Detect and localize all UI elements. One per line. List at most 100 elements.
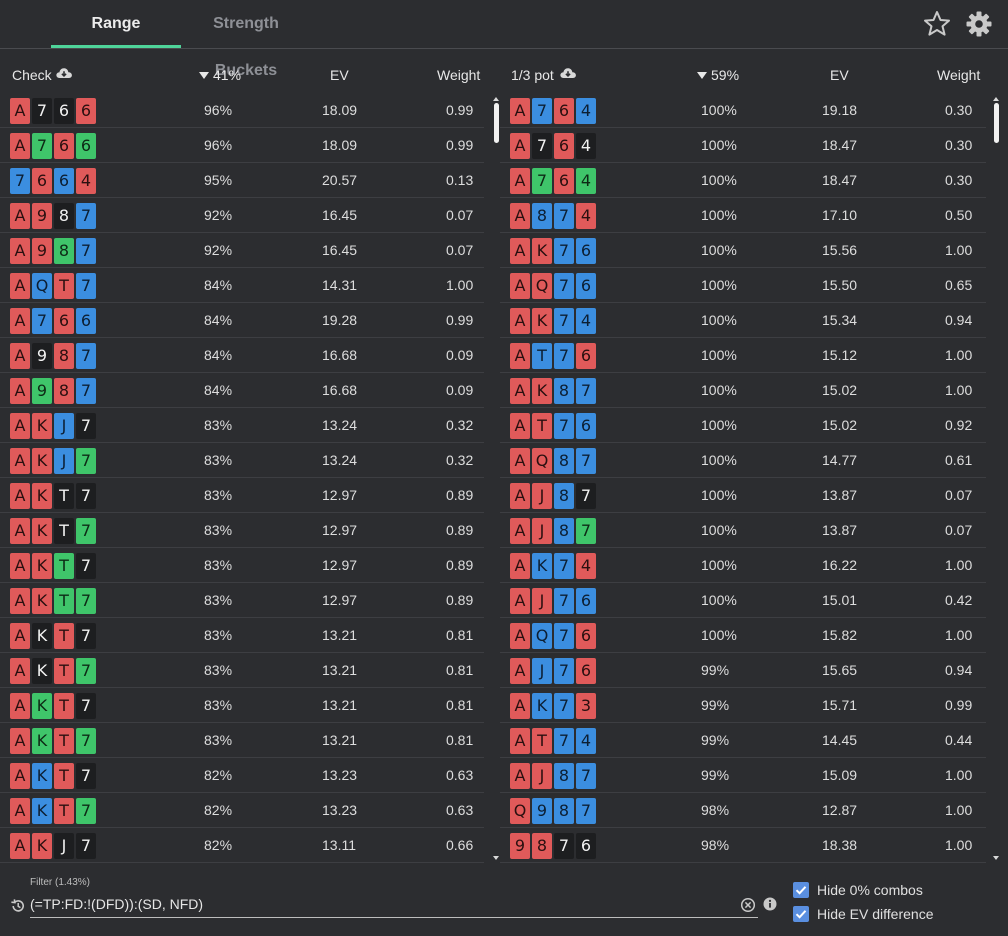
playing-card: 6 [54, 98, 74, 124]
combo-row[interactable]: A K T 7 83% 13.21 0.81 [0, 653, 484, 688]
playing-card: 6 [76, 133, 96, 159]
combo-row[interactable]: A 7 6 4 100% 18.47 0.30 [500, 163, 986, 198]
hide-zero-combos-checkbox[interactable] [793, 882, 809, 898]
filter-input[interactable] [30, 892, 730, 916]
combo-row[interactable]: A K T 7 83% 13.21 0.81 [0, 688, 484, 723]
combo-row[interactable]: A K 7 3 99% 15.71 0.99 [500, 688, 986, 723]
tab-range[interactable]: Range [91, 15, 141, 32]
playing-card: A [10, 518, 30, 544]
gear-icon[interactable] [964, 9, 994, 39]
info-icon[interactable] [763, 897, 777, 911]
hide-ev-difference-checkbox[interactable] [793, 906, 809, 922]
top-bar: Range Strength Buckets [0, 0, 1008, 79]
combo-row[interactable]: A 7 6 4 100% 19.18 0.30 [500, 93, 986, 128]
combo-row[interactable]: Q 9 8 7 98% 12.87 1.00 [500, 793, 986, 828]
combo-ev: 15.50 [822, 277, 858, 293]
combo-row[interactable]: A J 7 6 100% 15.01 0.42 [500, 583, 986, 618]
scrollbar-thumb[interactable] [494, 103, 499, 143]
cloud-download-icon[interactable] [55, 66, 73, 80]
combo-row[interactable]: 9 8 7 6 98% 18.38 1.00 [500, 828, 986, 863]
combo-row[interactable]: A K T 7 83% 12.97 0.89 [0, 478, 484, 513]
combo-row[interactable]: A K J 7 83% 13.24 0.32 [0, 408, 484, 443]
combo-row[interactable]: A J 8 7 100% 13.87 0.07 [500, 478, 986, 513]
combo-frequency: 95% [204, 172, 233, 188]
playing-card: 9 [532, 798, 552, 824]
combo-row[interactable]: A K 7 4 100% 16.22 1.00 [500, 548, 986, 583]
combo-row[interactable]: A Q T 7 84% 14.31 1.00 [0, 268, 484, 303]
playing-card: 7 [76, 728, 96, 754]
combo-ev: 15.01 [822, 592, 858, 608]
playing-card: 7 [576, 798, 596, 824]
scroll-down-arrow[interactable] [493, 856, 499, 860]
combo-ev: 13.87 [822, 522, 858, 538]
combo-row[interactable]: A 9 8 7 84% 16.68 0.09 [0, 338, 484, 373]
combo-row[interactable]: A K T 7 83% 13.21 0.81 [0, 618, 484, 653]
combo-row[interactable]: A Q 8 7 100% 14.77 0.61 [500, 443, 986, 478]
sort-frequency-header[interactable]: 41% [199, 67, 241, 83]
combo-row[interactable]: A 9 8 7 84% 16.68 0.09 [0, 373, 484, 408]
combo-row[interactable]: A 7 6 6 84% 19.28 0.99 [0, 303, 484, 338]
hide-ev-difference-label[interactable]: Hide EV difference [817, 906, 934, 922]
playing-card: A [510, 308, 530, 334]
combo-row[interactable]: A T 7 6 100% 15.12 1.00 [500, 338, 986, 373]
combo-row[interactable]: A K 7 4 100% 15.34 0.94 [500, 303, 986, 338]
combo-weight: 0.09 [446, 347, 474, 363]
combo-row[interactable]: A K T 7 83% 13.21 0.81 [0, 723, 484, 758]
hide-zero-combos-label[interactable]: Hide 0% combos [817, 882, 923, 898]
combo-row[interactable]: A K T 7 83% 12.97 0.89 [0, 583, 484, 618]
combo-row[interactable]: A T 7 4 99% 14.45 0.44 [500, 723, 986, 758]
history-icon[interactable] [10, 898, 26, 914]
sort-down-icon [199, 72, 209, 79]
playing-card: J [54, 448, 74, 474]
playing-card: 6 [576, 658, 596, 684]
combo-row[interactable]: A T 7 6 100% 15.02 0.92 [500, 408, 986, 443]
weight-header[interactable]: Weight [937, 67, 981, 83]
playing-card: 6 [54, 133, 74, 159]
scroll-up-arrow[interactable] [993, 97, 999, 101]
sort-frequency-header[interactable]: 59% [697, 67, 739, 83]
cloud-download-icon[interactable] [559, 66, 577, 80]
combo-ev: 13.21 [322, 732, 358, 748]
combo-row[interactable]: A 9 8 7 92% 16.45 0.07 [0, 198, 484, 233]
combo-row[interactable]: A K T 7 83% 12.97 0.89 [0, 548, 484, 583]
playing-card: T [532, 343, 552, 369]
combo-row[interactable]: A K T 7 83% 12.97 0.89 [0, 513, 484, 548]
star-icon[interactable] [922, 9, 952, 39]
ev-header[interactable]: EV [830, 67, 849, 83]
tab-strength-buckets[interactable]: Strength Buckets [213, 15, 279, 79]
combo-row[interactable]: A K 7 6 100% 15.56 1.00 [500, 233, 986, 268]
combo-row[interactable]: A K J 7 83% 13.24 0.32 [0, 443, 484, 478]
scroll-up-arrow[interactable] [493, 97, 499, 101]
combo-row[interactable]: A K J 7 82% 13.11 0.66 [0, 828, 484, 863]
combo-row[interactable]: A K T 7 82% 13.23 0.63 [0, 758, 484, 793]
combo-row[interactable]: A Q 7 6 100% 15.50 0.65 [500, 268, 986, 303]
playing-card: 7 [76, 273, 96, 299]
combo-row[interactable]: A J 7 6 99% 15.65 0.94 [500, 653, 986, 688]
weight-header[interactable]: Weight [437, 67, 481, 83]
scrollbar-thumb[interactable] [994, 103, 999, 143]
combo-weight: 0.32 [446, 452, 474, 468]
combo-weight: 0.07 [945, 522, 973, 538]
playing-card: K [32, 448, 52, 474]
combo-row[interactable]: A J 8 7 99% 15.09 1.00 [500, 758, 986, 793]
combo-frequency: 98% [701, 837, 730, 853]
combo-row[interactable]: A J 8 7 100% 13.87 0.07 [500, 513, 986, 548]
combo-ev: 12.97 [322, 487, 358, 503]
combo-row[interactable]: A 9 8 7 92% 16.45 0.07 [0, 233, 484, 268]
combo-row[interactable]: 7 6 6 4 95% 20.57 0.13 [0, 163, 484, 198]
combo-row[interactable]: A K T 7 82% 13.23 0.63 [0, 793, 484, 828]
combo-row[interactable]: A Q 7 6 100% 15.82 1.00 [500, 618, 986, 653]
clear-icon[interactable] [740, 897, 756, 913]
combo-row[interactable]: A 8 7 4 100% 17.10 0.50 [500, 198, 986, 233]
ev-header[interactable]: EV [330, 67, 349, 83]
combo-frequency: 100% [701, 557, 737, 573]
combo-weight: 0.50 [945, 207, 973, 223]
combo-row[interactable]: A 7 6 6 96% 18.09 0.99 [0, 93, 484, 128]
playing-card: A [510, 378, 530, 404]
combo-row[interactable]: A K 8 7 100% 15.02 1.00 [500, 373, 986, 408]
combo-row[interactable]: A 7 6 6 96% 18.09 0.99 [0, 128, 484, 163]
scroll-down-arrow[interactable] [993, 856, 999, 860]
combo-row[interactable]: A 7 6 4 100% 18.47 0.30 [500, 128, 986, 163]
